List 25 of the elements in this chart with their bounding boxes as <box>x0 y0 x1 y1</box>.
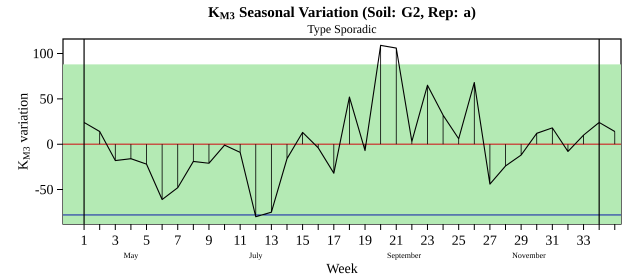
x-tick-label: 29 <box>514 236 528 245</box>
x-tick-label: 19 <box>359 236 372 245</box>
x-tick-label: 3 <box>112 236 118 245</box>
x-tick-label: 5 <box>144 236 150 245</box>
chart-title: K$_{M3}$ Seasonal Variation (Soil: G2, Rep: a) <box>208 6 476 20</box>
y-tick-label: 0 <box>47 139 53 149</box>
x-tick-label: 9 <box>206 236 212 245</box>
x-tick-label: 1 <box>82 236 87 245</box>
x-tick-label: 13 <box>266 236 278 245</box>
x-tick-label: 23 <box>421 236 434 245</box>
x-tick-label: 17 <box>328 236 340 245</box>
y-tick-label: -50 <box>35 184 53 194</box>
x-axis-title: Week <box>326 263 358 274</box>
x-tick-label: 27 <box>484 236 496 245</box>
x-tick-label: 7 <box>175 236 181 245</box>
x-tick-label: 21 <box>390 236 402 245</box>
x-tick-label: 25 <box>452 236 466 245</box>
chart-subtitle: Type Sporadic <box>308 24 376 36</box>
x-tick-label: 33 <box>577 236 590 245</box>
y-axis-title: K$_{M3}$ variation <box>18 93 30 170</box>
y-tick-label: 100 <box>34 48 53 58</box>
x-tick-label: 31 <box>546 236 558 245</box>
x-tick-label: 11 <box>234 236 246 245</box>
x-tick-label: 15 <box>296 236 310 245</box>
y-tick-label: 50 <box>40 94 53 104</box>
